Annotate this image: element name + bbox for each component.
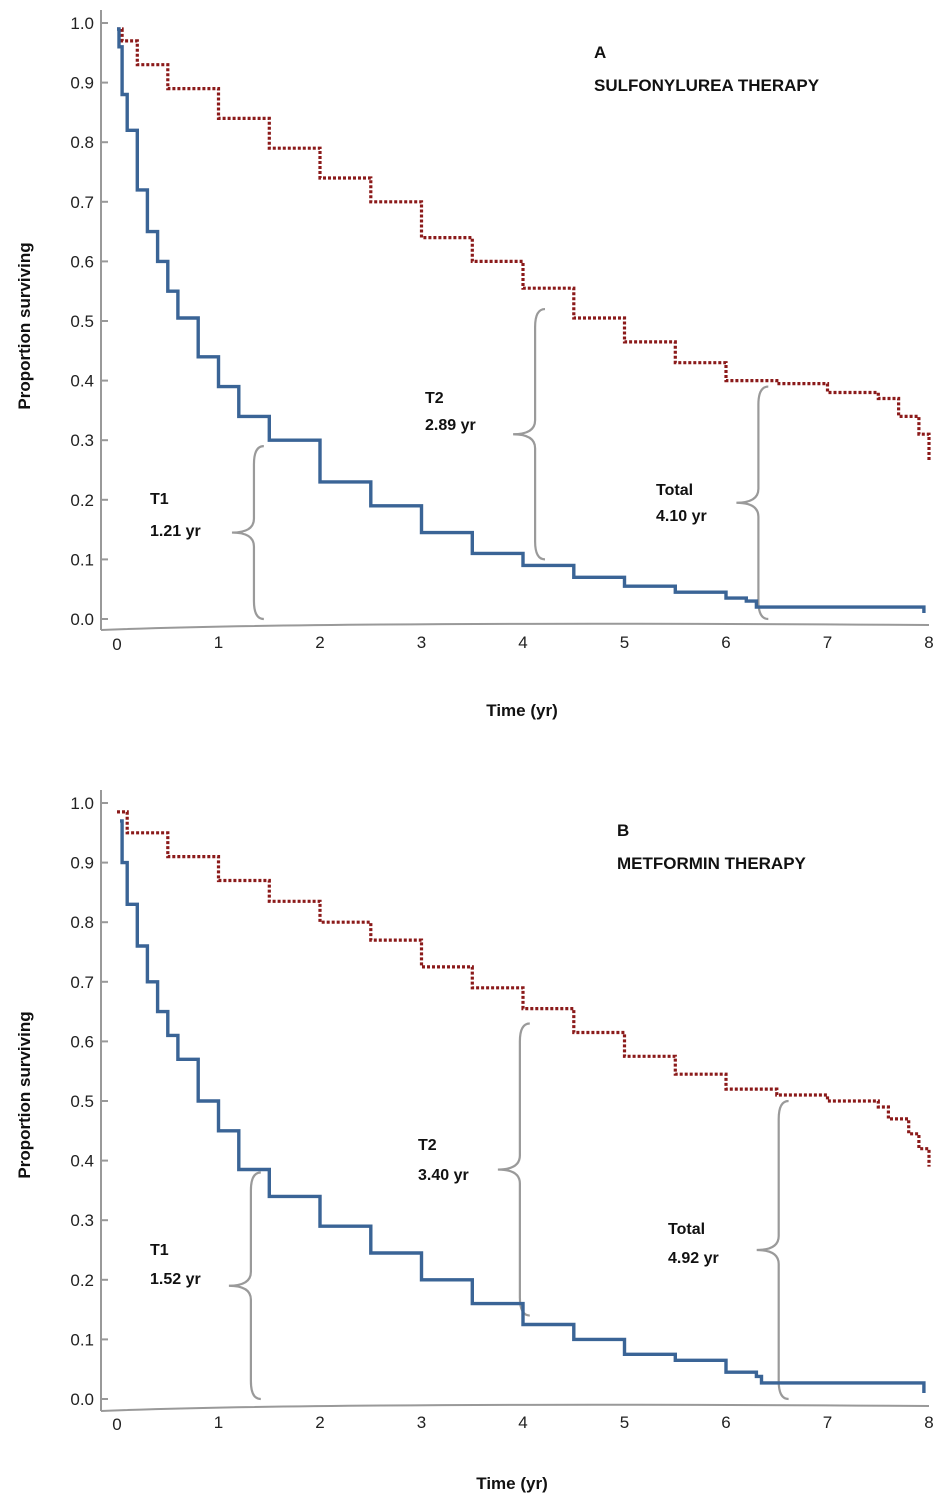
panel-b-y-tick-label: 0.5	[70, 1092, 94, 1111]
panel-a-x-axis-title: Time (yr)	[486, 701, 558, 720]
panel-a-y-tick-label: 0.9	[70, 74, 94, 93]
panel-a-y-tick-label: 0.3	[70, 431, 94, 450]
panel-a-x-tick-label: 0	[112, 635, 121, 654]
panel-b-series-dotted-curve	[117, 810, 931, 1167]
panel-a-brace-1	[513, 307, 546, 561]
panel-a-x-tick-label: 2	[315, 633, 324, 652]
panel-a-y-tick-label: 0.7	[70, 193, 94, 212]
panel-b-t2-value: 3.40 yr	[418, 1167, 469, 1184]
panel-a-y-tick-label: 0.5	[70, 312, 94, 331]
panel-b-y-ticks: 0.0 0.1 0.2 0.3 0.4 0.5 0.6 0.7 0.8 0.9 1.0	[70, 794, 108, 1409]
panel-b-t1-value: 1.52 yr	[150, 1271, 201, 1288]
panel-a-t1-value: 1.21 yr	[150, 523, 201, 540]
panel-b-letter: B	[617, 821, 629, 840]
panel-b-braces	[228, 1022, 789, 1401]
panel-b-y-axis-title: Proportion surviving	[15, 1011, 34, 1178]
panel-a-x-axis-line	[100, 622, 930, 631]
panel-b-y-tick-label: 0.3	[70, 1211, 94, 1230]
panel-b-brace-1	[497, 1022, 530, 1317]
panel-a-series-dotted-curve	[117, 27, 931, 462]
panel-a-x-tick-label: 7	[823, 633, 832, 652]
panel-a-y-tick-label: 0.6	[70, 252, 94, 271]
panel-a-x-tick-label: 3	[417, 633, 426, 652]
panel-b-y-tick-label: 0.6	[70, 1032, 94, 1051]
panel-b-x-ticks: 0 1 2 3 4 5 6 7 8	[112, 1413, 933, 1434]
panel-b-y-tick-label: 0.2	[70, 1271, 94, 1290]
panel-a-braces	[231, 307, 769, 621]
panel-a-y-tick-label: 1.0	[70, 14, 94, 33]
panel-a-x-tick-label: 1	[214, 633, 223, 652]
panel-a-brace-0	[231, 445, 264, 621]
panel-b-brace-0	[228, 1171, 261, 1401]
panel-a-x-ticks: 0 1 2 3 4 5 6 7 8	[112, 633, 933, 654]
panel-b-title: METFORMIN THERAPY	[617, 854, 807, 873]
panel-a-x-tick-label: 5	[620, 633, 629, 652]
panel-b-x-axis-title: Time (yr)	[476, 1474, 548, 1493]
panel-a-x-tick-label: 6	[721, 633, 730, 652]
panel-a-t2-value: 2.89 yr	[425, 417, 476, 434]
panel-a-letter: A	[594, 43, 606, 62]
panel-b-series-solid-curve	[120, 819, 926, 1393]
panel-a-total-label: Total	[656, 482, 693, 499]
panel-a-title: SULFONYLUREA THERAPY	[594, 76, 820, 95]
panel-a-sulfonylurea: A SULFONYLUREA THERAPY Proportion surviv…	[15, 10, 934, 720]
panel-b-t2-label: T2	[418, 1137, 437, 1154]
panel-a-x-tick-label: 8	[924, 633, 933, 652]
panel-b-x-tick-label: 4	[518, 1413, 527, 1432]
panel-b-y-tick-label: 0.4	[70, 1152, 94, 1171]
panel-b-x-tick-label: 0	[112, 1415, 121, 1434]
panel-a-y-tick-label: 0.8	[70, 133, 94, 152]
panel-b-x-tick-label: 1	[214, 1413, 223, 1432]
panel-b-x-axis-line	[100, 1403, 930, 1412]
panel-a-series	[117, 27, 931, 613]
panel-b-y-tick-label: 0.9	[70, 854, 94, 873]
panel-b-x-tick-label: 5	[620, 1413, 629, 1432]
panel-b-x-tick-label: 2	[315, 1413, 324, 1432]
panel-b-series	[117, 810, 931, 1393]
panel-b-brace-2	[756, 1099, 789, 1401]
panel-b-t1-label: T1	[150, 1242, 169, 1259]
panel-a-brace-2	[736, 385, 769, 621]
panel-b-total-value: 4.92 yr	[668, 1250, 719, 1267]
panel-a-t1-label: T1	[150, 491, 169, 508]
panel-b-metformin: B METFORMIN THERAPY Proportion surviving…	[15, 790, 934, 1493]
panel-a-y-tick-label: 0.0	[70, 610, 94, 629]
panel-a-y-tick-label: 0.4	[70, 372, 94, 391]
panel-b-x-tick-label: 8	[924, 1413, 933, 1432]
panel-b-x-tick-label: 6	[721, 1413, 730, 1432]
panel-b-y-tick-label: 1.0	[70, 794, 94, 813]
panel-b-x-tick-label: 7	[823, 1413, 832, 1432]
panel-a-total-value: 4.10 yr	[656, 508, 707, 525]
panel-a-y-axis-title: Proportion surviving	[15, 242, 34, 409]
panel-b-y-tick-label: 0.0	[70, 1390, 94, 1409]
panel-b-y-tick-label: 0.7	[70, 973, 94, 992]
panel-a-y-tick-label: 0.2	[70, 491, 94, 510]
panel-b-total-label: Total	[668, 1221, 705, 1238]
panel-b-y-tick-label: 0.8	[70, 913, 94, 932]
panel-a-y-tick-label: 0.1	[70, 550, 94, 569]
panel-b-y-tick-label: 0.1	[70, 1330, 94, 1349]
panel-a-series-solid-curve	[117, 27, 926, 613]
panel-a-y-ticks: 0.0 0.1 0.2 0.3 0.4 0.5 0.6 0.7 0.8 0.9 1.0	[70, 14, 108, 629]
panel-b-x-tick-label: 3	[417, 1413, 426, 1432]
panel-a-t2-label: T2	[425, 390, 444, 407]
panel-a-x-tick-label: 4	[518, 633, 527, 652]
